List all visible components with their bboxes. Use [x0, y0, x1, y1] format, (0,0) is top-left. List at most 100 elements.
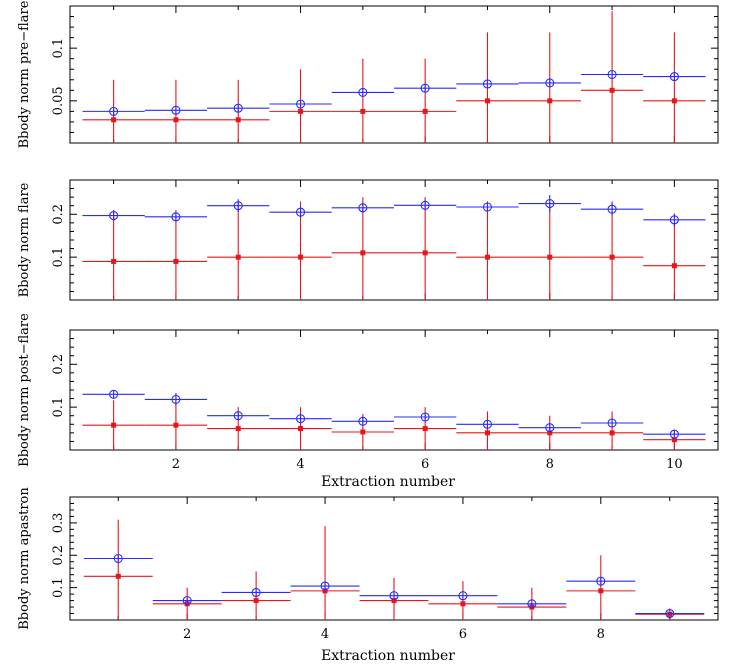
y-tick-label: 0.1	[51, 247, 66, 268]
x-tick-label: 2	[183, 627, 191, 642]
blue-open-circle-marker	[482, 79, 493, 89]
blue-open-circle-marker	[358, 416, 368, 426]
x-axis-label: Extraction number	[321, 648, 455, 664]
red-filled-square-marker	[422, 426, 428, 432]
red-filled-square-marker	[298, 108, 304, 114]
blue-open-circle-marker	[358, 203, 368, 213]
blue-open-circle-marker	[295, 207, 306, 217]
red-filled-square-marker	[235, 117, 241, 123]
blue-open-circle-marker	[665, 608, 675, 619]
blue-open-circle-marker	[482, 419, 493, 429]
blue-open-circle-marker	[233, 411, 243, 421]
blue-open-circle-marker	[420, 412, 430, 422]
red-filled-square-marker	[115, 573, 121, 579]
red-filled-square-marker	[173, 117, 179, 123]
red-filled-square-marker	[391, 598, 397, 604]
x-tick-label: 10	[666, 457, 683, 472]
blue-open-circle-marker	[109, 106, 119, 116]
y-tick-label: 0.3	[51, 513, 66, 534]
red-filled-square-marker	[111, 422, 117, 428]
red-filled-square-marker	[484, 254, 490, 260]
red-filled-square-marker	[111, 258, 117, 264]
red-filled-square-marker	[598, 588, 604, 594]
red-filled-square-marker	[529, 604, 535, 610]
red-filled-square-marker	[671, 437, 677, 443]
plot-frame	[69, 5, 719, 144]
blue-open-circle-marker	[171, 394, 181, 404]
blue-open-circle-marker	[251, 587, 261, 598]
panel-pre-flare: 0.05 0.1 Bbody norm pre−flare	[17, 0, 719, 148]
red-filled-square-marker	[547, 430, 553, 436]
panel-apastron: 2 4 6 8 0.1 0.2 0.3 Bbody norm apastron Extracti…	[17, 487, 719, 664]
red-filled-square-marker	[322, 588, 328, 594]
red-filled-square-marker	[360, 250, 366, 256]
blue-open-circle-marker	[607, 418, 617, 428]
panel-post-flare: 2 4 6 8 10 0.1 0.2 Bbody norm post−flare Extract…	[17, 313, 719, 490]
red-filled-square-marker	[609, 430, 615, 436]
blue-open-circle-marker	[596, 576, 606, 586]
blue-open-circle-marker	[607, 69, 617, 80]
x-tick-label: 4	[321, 627, 329, 642]
y-tick-label: 0.2	[51, 354, 66, 375]
blue-open-circle-marker	[358, 87, 368, 97]
y-tick-label: 0.05	[51, 86, 66, 115]
y-tick-label: 0.1	[51, 577, 66, 598]
red-filled-square-marker	[298, 426, 304, 432]
red-filled-square-marker	[298, 254, 304, 260]
y-tick-label: 0.1	[51, 397, 66, 418]
red-filled-square-marker	[360, 108, 366, 114]
y-axis-label: Bbody norm flare	[17, 182, 32, 297]
x-tick-label: 2	[172, 457, 180, 472]
red-filled-square-marker	[422, 108, 428, 114]
blue-open-circle-marker	[482, 202, 493, 212]
blue-open-circle-marker	[545, 423, 555, 433]
blue-open-circle-marker	[109, 389, 119, 399]
red-filled-square-marker	[111, 117, 117, 123]
blue-open-circle-marker	[669, 429, 679, 439]
red-filled-square-marker	[460, 601, 466, 607]
red-filled-square-marker	[671, 263, 677, 269]
x-tick-label: 8	[546, 457, 554, 472]
blue-open-circle-marker	[420, 83, 430, 93]
red-filled-square-marker	[609, 87, 615, 93]
blue-open-circle-marker	[389, 591, 399, 601]
red-filled-square-marker	[235, 426, 241, 432]
blue-open-circle-marker	[233, 103, 243, 113]
red-filled-square-marker	[422, 250, 428, 256]
blue-open-circle-marker	[113, 553, 123, 564]
x-tick-label: 6	[421, 457, 429, 472]
blue-open-circle-marker	[420, 200, 430, 210]
blue-open-circle-marker	[171, 105, 181, 115]
blue-open-circle-marker	[527, 599, 537, 609]
y-axis-label: Bbody norm pre−flare	[17, 0, 32, 148]
red-filled-square-marker	[671, 98, 677, 104]
blue-open-circle-marker	[182, 596, 192, 606]
blue-open-circle-marker	[607, 204, 617, 214]
panel-flare: 0.1 0.2 Bbody norm flare	[17, 179, 719, 301]
red-filled-square-marker	[253, 598, 259, 604]
y-axis-label: Bbody norm apastron	[17, 487, 32, 630]
x-tick-label: 8	[597, 627, 605, 642]
red-filled-square-marker	[173, 258, 179, 264]
x-axis-label: Extraction number	[321, 474, 455, 490]
y-tick-label: 0.2	[51, 545, 66, 566]
blue-open-circle-marker	[109, 211, 119, 221]
blue-open-circle-marker	[669, 215, 679, 225]
red-filled-square-marker	[609, 254, 615, 260]
red-filled-square-marker	[484, 430, 490, 436]
red-filled-square-marker	[547, 254, 553, 260]
red-filled-square-marker	[235, 254, 241, 260]
red-filled-square-marker	[360, 429, 366, 435]
y-tick-label: 0.1	[51, 38, 66, 59]
blue-open-circle-marker	[295, 99, 306, 109]
red-filled-square-marker	[184, 601, 190, 607]
red-filled-square-marker	[173, 422, 179, 428]
blue-open-circle-marker	[545, 78, 555, 88]
blue-open-circle-marker	[545, 199, 555, 209]
blue-open-circle-marker	[320, 581, 330, 591]
y-tick-label: 0.2	[51, 204, 66, 225]
red-filled-square-marker	[547, 98, 553, 104]
blue-open-circle-marker	[458, 591, 468, 601]
blue-open-circle-marker	[669, 72, 679, 82]
